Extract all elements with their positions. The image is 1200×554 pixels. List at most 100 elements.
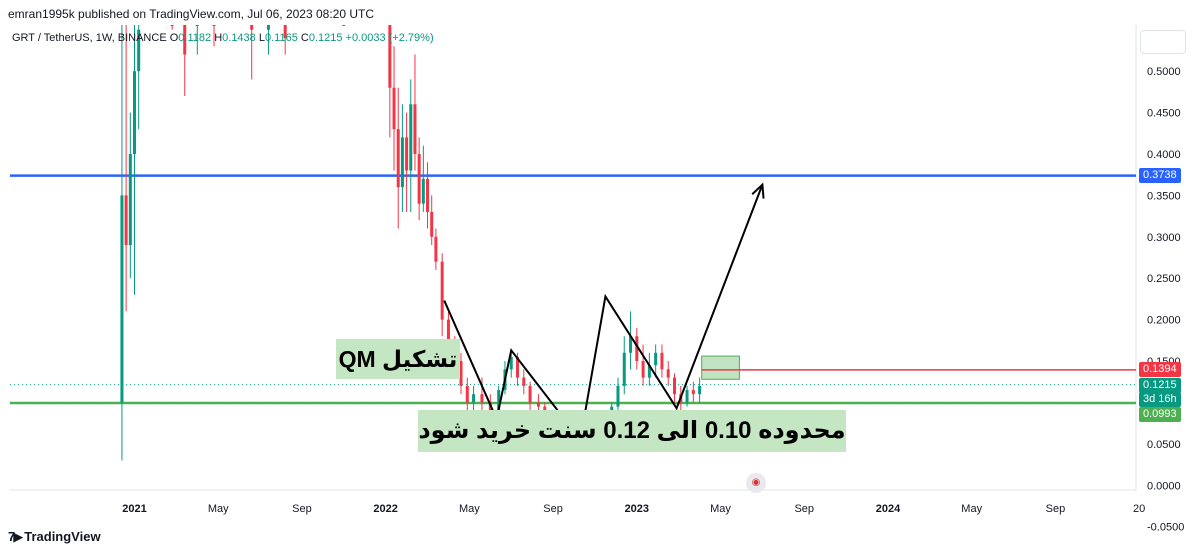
close-label: C <box>300 32 309 44</box>
candle-body <box>522 377 526 386</box>
candle-body <box>421 178 425 204</box>
publisher-caption: emran1995k published on TradingView.com,… <box>8 7 375 21</box>
y-tick-label: 0.5000 <box>1147 66 1181 78</box>
qm-pattern-path[interactable] <box>443 184 764 443</box>
candle-body <box>660 352 664 370</box>
candle-body <box>396 129 400 188</box>
buy-zone-annotation: محدوده 0.10 الی 0.12 سنت خرید شود <box>418 410 846 452</box>
x-tick-label: May <box>961 503 982 515</box>
candle-body <box>622 352 626 386</box>
candle-body <box>459 361 463 386</box>
candle-body <box>392 87 396 130</box>
candle-body <box>480 394 484 403</box>
candle-body <box>685 390 689 403</box>
open-label: O <box>169 32 179 44</box>
x-tick-label: Sep <box>1046 503 1066 515</box>
candle-body <box>120 195 124 403</box>
candle-body <box>170 25 174 26</box>
x-tick-label: 2023 <box>625 503 649 515</box>
target-zone-box[interactable] <box>701 355 740 380</box>
y-tick-label: 0.3000 <box>1147 232 1181 244</box>
x-tick-label: Sep <box>292 503 312 515</box>
candle-body <box>342 25 346 26</box>
change-value: +0.0033 (+2.79%) <box>345 32 434 44</box>
candle-body <box>426 178 430 212</box>
blue-level-tag: 0.3738 <box>1139 167 1181 183</box>
candle-body <box>536 402 540 407</box>
x-tick-label: 2021 <box>122 503 146 515</box>
low-value: 0.1165 <box>264 32 298 44</box>
candle-body <box>509 356 513 370</box>
candle-body <box>283 25 287 39</box>
y-tick-label: 0.3500 <box>1147 190 1181 202</box>
low-label: L <box>258 32 265 44</box>
x-tick-label: 2024 <box>876 503 901 515</box>
candle-body <box>647 365 651 378</box>
y-tick-label: 0.0500 <box>1147 439 1181 451</box>
candle-body <box>400 137 404 188</box>
candle-body <box>629 336 633 353</box>
candle-body <box>388 25 392 88</box>
candle-body <box>666 369 670 378</box>
candle-body <box>124 195 128 246</box>
candle-body <box>128 153 132 246</box>
candle-body <box>616 385 620 407</box>
candle-body <box>446 319 450 353</box>
candle-body <box>465 385 469 403</box>
symbol-legend: GRT / TetherUS, 1W, BINANCE O0.1182 H0.1… <box>12 32 434 44</box>
high-label: H <box>214 32 223 44</box>
candle-body <box>430 211 434 237</box>
candle-body <box>635 336 639 362</box>
candle-body <box>434 236 438 262</box>
candle-body <box>698 385 702 395</box>
y-tick-label: 0.0000 <box>1147 480 1181 492</box>
candle-body <box>691 390 695 395</box>
candle-body <box>183 25 187 55</box>
y-tick-label: -0.0500 <box>1147 522 1184 534</box>
qm-annotation: تشکیل QM <box>336 339 460 379</box>
candle-body <box>516 356 520 378</box>
candle-body <box>472 394 476 403</box>
y-tick-label: 0.4000 <box>1147 149 1181 161</box>
candle-body <box>417 153 421 204</box>
tradingview-mark-icon: 7▶ <box>8 529 23 544</box>
candle-body <box>440 261 444 320</box>
high-value: 0.1438 <box>222 32 256 44</box>
x-tick-label: Sep <box>794 503 814 515</box>
candle-body <box>672 377 676 395</box>
candle-body <box>250 25 254 30</box>
candle-body <box>195 25 199 26</box>
candle-body <box>641 361 645 378</box>
candle-body <box>137 29 141 72</box>
close-value: 0.1215 <box>308 32 343 44</box>
symbol-pair[interactable]: GRT / TetherUS, 1W, BINANCE <box>12 32 167 44</box>
x-tick-label: May <box>459 503 480 515</box>
candle-body <box>212 25 216 26</box>
tradingview-logo[interactable]: 7▶ TradingView <box>8 529 101 545</box>
x-tick-label: May <box>710 503 731 515</box>
candle-body <box>266 25 270 30</box>
y-tick-label: 0.2000 <box>1147 315 1181 327</box>
candle-body <box>409 104 413 171</box>
us-flag-icon[interactable]: ◉ <box>746 473 766 493</box>
green-level-tag: 0.0993 <box>1139 407 1181 423</box>
candle-body <box>528 385 532 403</box>
tradingview-wordmark: TradingView <box>24 529 101 544</box>
y-tick-label: 0.4500 <box>1147 108 1181 120</box>
candle-body <box>654 352 658 366</box>
scale-control-button[interactable] <box>1140 30 1186 54</box>
open-value: 0.1182 <box>178 32 212 44</box>
x-tick-label: Sep <box>543 503 563 515</box>
candle-body <box>133 71 136 154</box>
target-arrowhead <box>751 182 765 199</box>
candle-body <box>497 390 501 411</box>
x-tick-label: May <box>208 503 229 515</box>
y-tick-label: 0.2500 <box>1147 273 1181 285</box>
last-price-tag: 0.1215 <box>1139 377 1181 393</box>
countdown-tag: 3d 16h <box>1139 391 1181 407</box>
candle-body <box>413 104 417 154</box>
candle-body <box>405 137 409 171</box>
x-tick-label: 20 <box>1133 503 1145 515</box>
